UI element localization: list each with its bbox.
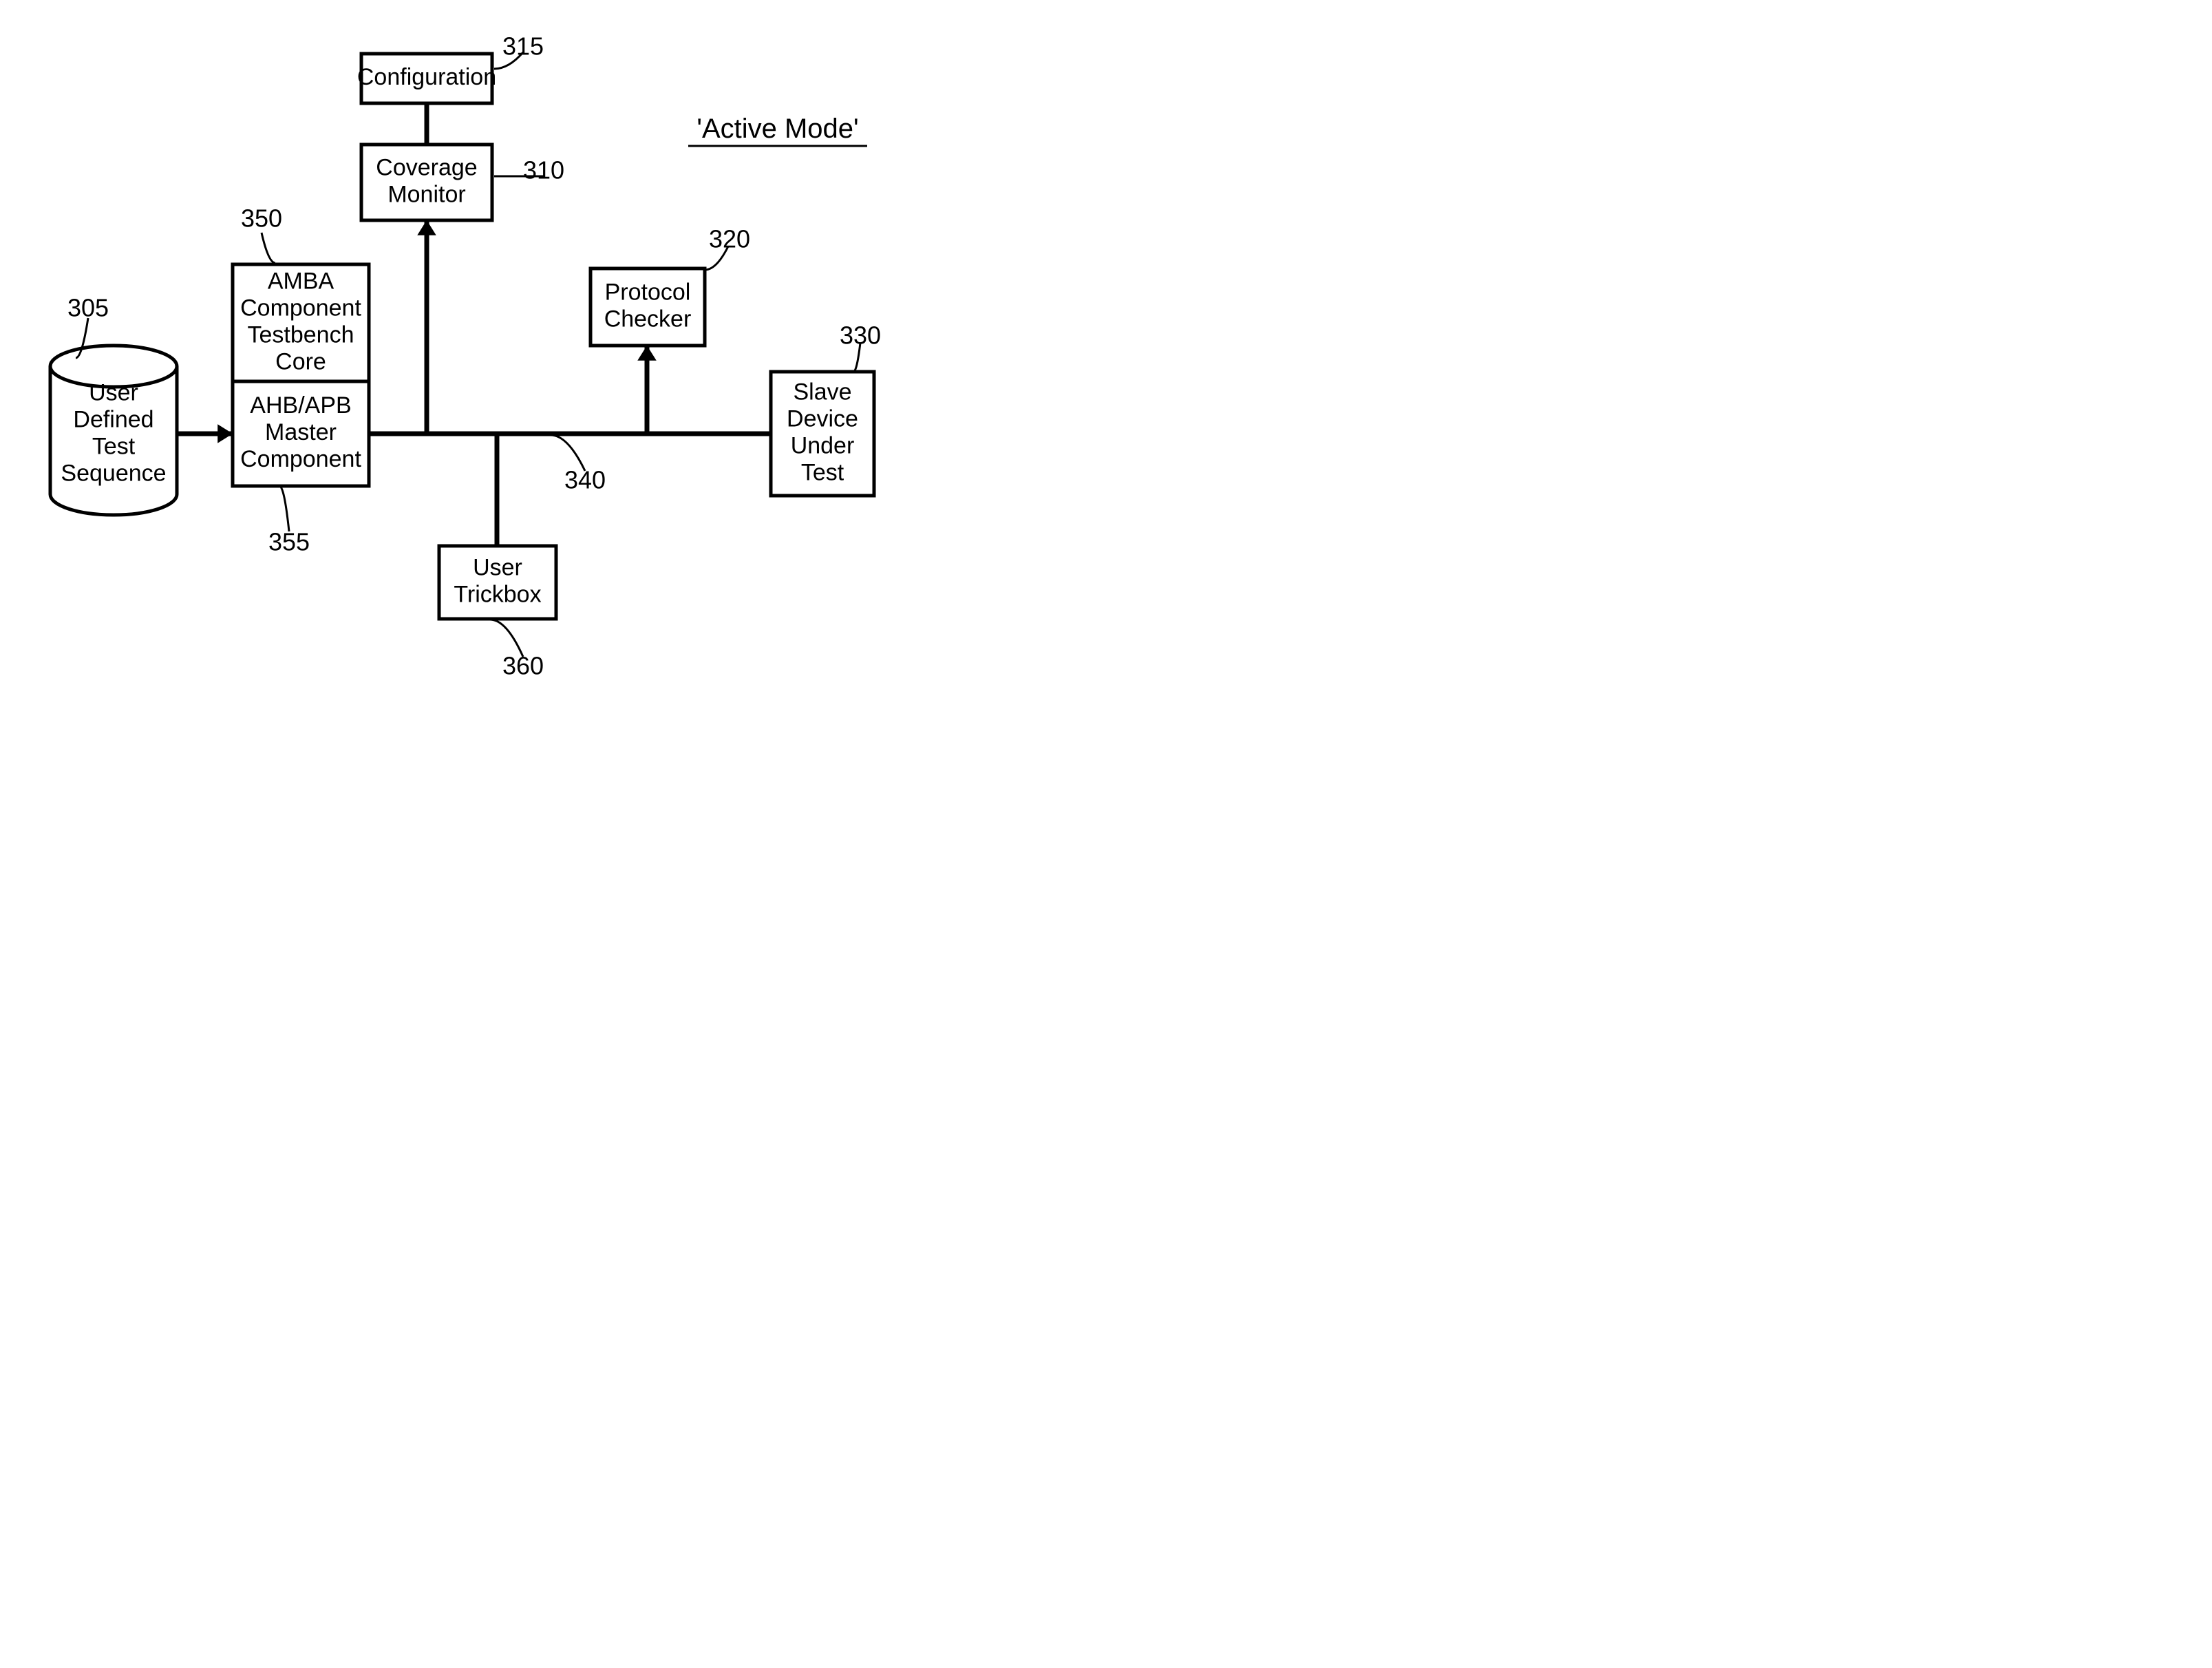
svg-text:310: 310 [523, 156, 564, 184]
svg-text:330: 330 [840, 321, 881, 350]
svg-text:360: 360 [502, 652, 544, 677]
svg-text:320: 320 [709, 225, 750, 253]
svg-text:Test: Test [92, 434, 136, 460]
svg-text:355: 355 [268, 528, 310, 556]
svg-text:Protocol: Protocol [605, 279, 691, 305]
svg-text:Master: Master [265, 419, 337, 445]
svg-text:305: 305 [67, 294, 109, 322]
svg-text:User: User [89, 379, 138, 405]
svg-text:Monitor: Monitor [387, 182, 465, 208]
svg-text:Under: Under [791, 433, 855, 459]
svg-text:Sequence: Sequence [61, 461, 166, 487]
svg-text:AHB/APB: AHB/APB [250, 392, 351, 419]
svg-text:AMBA: AMBA [268, 268, 334, 294]
svg-text:350: 350 [241, 204, 282, 233]
svg-text:315: 315 [502, 32, 544, 61]
diagram-canvas: ConfigurationCoverageMonitorAMBAComponen… [0, 0, 897, 677]
svg-text:User: User [473, 554, 522, 580]
svg-text:Slave: Slave [793, 379, 851, 405]
svg-text:'Active Mode': 'Active Mode' [696, 114, 858, 144]
svg-text:Testbench: Testbench [248, 322, 354, 348]
svg-text:Device: Device [787, 405, 858, 432]
svg-text:Test: Test [801, 460, 844, 486]
svg-text:340: 340 [564, 466, 606, 494]
svg-text:Component: Component [240, 446, 361, 472]
svg-text:Core: Core [275, 349, 326, 375]
svg-text:Component: Component [240, 295, 361, 321]
svg-text:Checker: Checker [604, 306, 692, 332]
svg-text:Trickbox: Trickbox [454, 582, 541, 608]
svg-text:Defined: Defined [73, 406, 153, 432]
svg-text:Configuration: Configuration [357, 64, 496, 90]
svg-text:Coverage: Coverage [376, 154, 477, 180]
